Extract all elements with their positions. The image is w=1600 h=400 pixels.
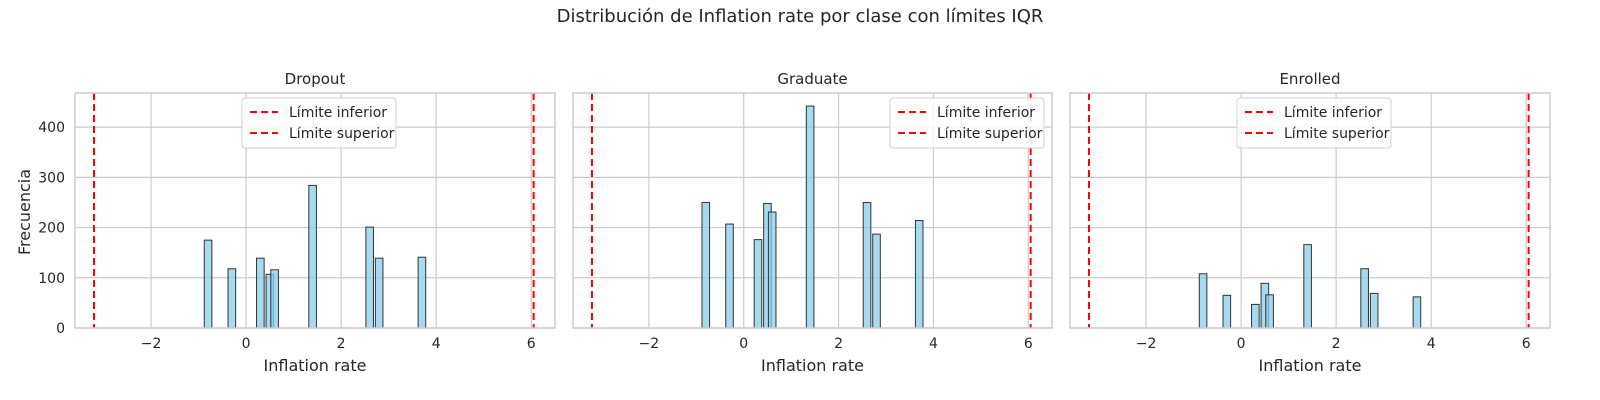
histogram-bar: [1198, 273, 1208, 329]
histogram-bar: [1265, 294, 1274, 329]
subplot-dropout: −2 0 2 4 6 0 100 200 300 400 Dropout Inflation rate…: [38, 70, 556, 375]
legend: Límite inferior Límite superior: [889, 97, 1045, 149]
legend-lower-label: Límite inferior: [289, 105, 387, 121]
subplot-graduate: −2 0 2 4 6 Graduate Inflation rate Límite infer…: [572, 70, 1053, 375]
histogram-bar: [270, 269, 279, 329]
y-tick-label: 0: [56, 321, 65, 337]
legend-upper-label: Límite superior: [1284, 126, 1390, 142]
axes-frame: [74, 92, 556, 329]
x-tick-label: 6: [1024, 336, 1033, 352]
x-tick-label: 0: [1237, 336, 1246, 352]
subplot-enrolled: −2 0 2 4 6 Enrolled Inflation rate Límite infer…: [1069, 70, 1551, 375]
histogram-bar: [725, 223, 734, 329]
x-tick-label: 6: [527, 336, 536, 352]
x-tick-label: 4: [432, 336, 441, 352]
histogram-bar: [417, 256, 427, 329]
legend: Límite inferior Límite superior: [1236, 97, 1392, 149]
y-tick-label: 200: [38, 221, 65, 237]
axes-frame: [1069, 92, 1551, 329]
histogram-bar: [862, 201, 872, 329]
y-tick-label: 300: [38, 170, 65, 186]
x-tick-label: 2: [337, 336, 346, 352]
legend-lower-label: Límite inferior: [937, 105, 1035, 121]
histogram-bar: [805, 105, 815, 329]
figure-title: Distribución de Inflation rate por clase…: [557, 6, 1044, 27]
histogram-bar: [914, 220, 924, 329]
x-tick-label: −2: [141, 336, 162, 352]
subplot-title: Graduate: [777, 70, 847, 88]
histogram-bar: [753, 239, 763, 329]
histogram-bar: [1360, 268, 1369, 329]
x-axis-label: Inflation rate: [761, 356, 864, 375]
x-tick-label: 6: [1522, 336, 1531, 352]
y-axis-label: Frecuencia: [15, 169, 34, 255]
histogram-bar: [203, 239, 213, 329]
legend-box: [1236, 97, 1392, 149]
histogram-bar: [308, 184, 317, 329]
axes-frame: [572, 92, 1053, 329]
histogram-bar: [701, 201, 711, 329]
legend-upper-label: Límite superior: [289, 126, 395, 142]
legend-lower-label: Límite inferior: [1284, 105, 1382, 121]
histogram-bar: [1222, 294, 1232, 329]
histogram-bar: [767, 211, 777, 329]
legend: Límite inferior Límite superior: [241, 97, 397, 149]
histogram-bar: [256, 257, 265, 329]
histogram-bar: [374, 257, 384, 329]
y-tick-label: 100: [38, 271, 65, 287]
legend-upper-label: Límite superior: [937, 126, 1043, 142]
x-tick-label: 4: [929, 336, 938, 352]
histogram-bar: [365, 226, 374, 329]
subplot-title: Enrolled: [1279, 70, 1340, 88]
legend-box: [889, 97, 1045, 149]
x-tick-label: −2: [639, 336, 660, 352]
x-axis-label: Inflation rate: [264, 356, 367, 375]
histogram-bar: [872, 233, 881, 329]
histogram-bar: [1369, 292, 1379, 329]
histogram-bar: [227, 268, 237, 329]
x-tick-label: −2: [1136, 336, 1157, 352]
x-tick-label: 2: [834, 336, 843, 352]
x-tick-label: 2: [1332, 336, 1341, 352]
x-tick-label: 0: [242, 336, 251, 352]
y-tick-label: 400: [38, 120, 65, 136]
x-axis-label: Inflation rate: [1259, 356, 1362, 375]
legend-box: [241, 97, 397, 149]
histogram-bar: [1251, 303, 1260, 329]
subplot-title: Dropout: [285, 70, 346, 88]
histogram-bar: [1303, 244, 1312, 329]
histogram-bar: [1412, 296, 1422, 329]
x-tick-label: 4: [1427, 336, 1436, 352]
x-tick-label: 0: [739, 336, 748, 352]
